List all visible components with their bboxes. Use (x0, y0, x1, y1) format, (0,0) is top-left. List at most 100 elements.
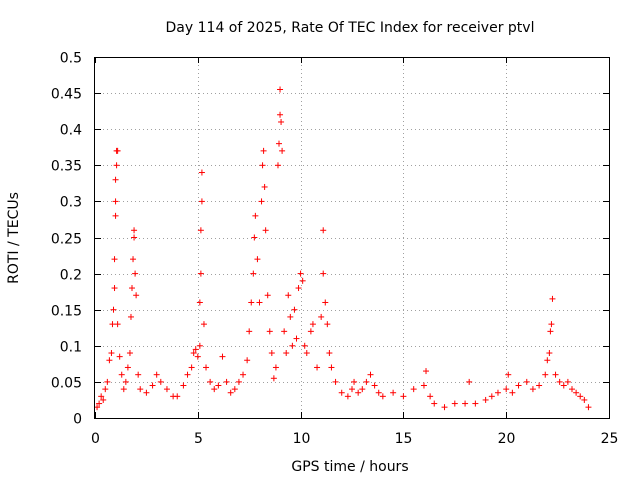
data-point (332, 378, 339, 385)
data-point (297, 270, 304, 277)
data-point (111, 285, 118, 292)
data-point (577, 393, 584, 400)
data-point (100, 396, 107, 403)
data-point (240, 371, 247, 378)
data-point (291, 306, 298, 313)
data-point (118, 371, 125, 378)
data-point (423, 368, 430, 375)
data-point (349, 386, 355, 393)
data-point (328, 364, 335, 371)
data-point (129, 285, 136, 292)
y-tick-label: 0.15 (51, 304, 82, 320)
data-point (552, 371, 559, 378)
data-point (326, 350, 333, 357)
data-point (318, 313, 325, 320)
data-point (482, 396, 489, 403)
data-point (509, 389, 516, 396)
data-point (503, 386, 510, 393)
data-point (143, 389, 150, 396)
data-point (270, 375, 277, 382)
data-point (262, 227, 269, 234)
data-point (324, 321, 331, 328)
data-point (274, 162, 281, 169)
data-point (556, 378, 563, 385)
data-point (198, 169, 205, 176)
data-point (258, 198, 265, 205)
data-point (466, 378, 473, 385)
data-point (110, 306, 117, 313)
data-point (131, 234, 138, 241)
data-point (314, 364, 321, 371)
data-point (196, 299, 203, 306)
y-tick-label: 0.25 (51, 232, 82, 248)
data-points (94, 86, 592, 411)
data-point (252, 212, 259, 219)
data-point (344, 393, 351, 400)
data-point (410, 386, 417, 393)
data-point (303, 350, 310, 357)
data-point (198, 198, 205, 205)
data-point (289, 342, 296, 349)
data-point (104, 378, 111, 385)
data-point (542, 371, 549, 378)
data-point (254, 256, 261, 263)
data-point (287, 313, 294, 320)
data-point (137, 386, 144, 393)
data-point (219, 353, 226, 360)
y-tick-labels: 0 0.05 0.1 0.15 0.2 0.25 0.3 0.35 0.4 0.45 0.5 (51, 51, 82, 428)
data-point (276, 140, 283, 147)
data-point (523, 378, 530, 385)
x-tick-label: 0 (91, 431, 100, 447)
data-point (338, 389, 345, 396)
data-point (244, 357, 251, 364)
data-point (431, 400, 438, 407)
data-point (568, 386, 575, 393)
tick-marks (95, 57, 610, 419)
grid-layer (95, 57, 609, 418)
data-point (309, 321, 316, 328)
data-point (94, 404, 101, 411)
data-point (132, 270, 139, 277)
data-point (108, 350, 115, 357)
data-point (472, 400, 479, 407)
y-tick-label: 0 (73, 412, 82, 428)
data-point (113, 162, 120, 169)
y-tick-label: 0.4 (60, 123, 82, 139)
data-point (264, 292, 271, 299)
x-tick-label: 5 (194, 431, 203, 447)
data-point (235, 378, 242, 385)
data-point (124, 364, 131, 371)
data-point (98, 393, 105, 400)
data-point (116, 353, 123, 360)
data-point (355, 389, 362, 396)
data-point (223, 378, 230, 385)
data-point (231, 386, 238, 393)
plot-frame (94, 57, 610, 419)
data-point (197, 270, 204, 277)
data-point (379, 393, 386, 400)
data-point (441, 404, 448, 411)
data-point (106, 357, 113, 364)
data-point (109, 321, 116, 328)
data-point (259, 162, 266, 169)
y-tick-label: 0.05 (51, 376, 82, 392)
data-point (197, 227, 204, 234)
data-point (549, 295, 556, 302)
data-point (102, 386, 109, 393)
data-point (127, 313, 134, 320)
data-point (120, 386, 127, 393)
data-point (279, 147, 286, 154)
data-point (544, 357, 551, 364)
data-point (420, 382, 427, 389)
data-point (272, 364, 279, 371)
data-point (548, 321, 555, 328)
data-point (180, 382, 187, 389)
data-point (547, 328, 554, 335)
data-point (207, 378, 214, 385)
data-point (505, 371, 512, 378)
data-point (112, 176, 119, 183)
data-point (135, 371, 142, 378)
data-point (251, 234, 258, 241)
x-tick-labels: 0 5 10 15 20 25 (91, 431, 618, 447)
data-point (529, 386, 536, 393)
